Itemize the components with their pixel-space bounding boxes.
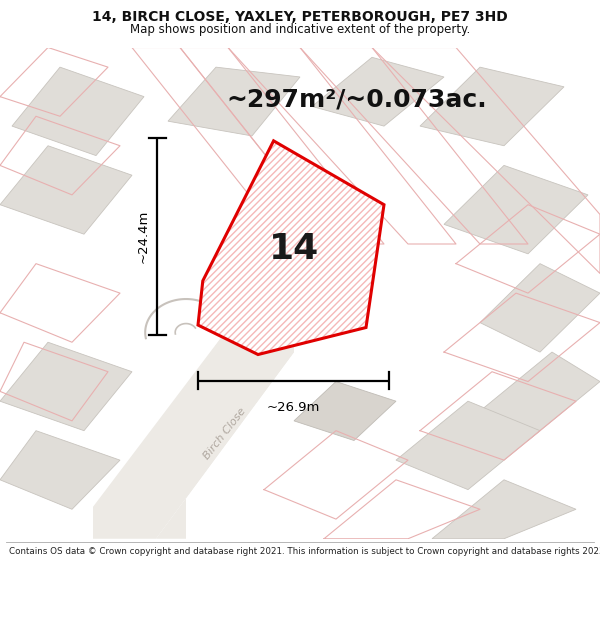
Text: Map shows position and indicative extent of the property.: Map shows position and indicative extent… — [130, 22, 470, 36]
Text: Birch Close: Birch Close — [202, 406, 248, 461]
Polygon shape — [444, 166, 588, 254]
Polygon shape — [432, 480, 576, 539]
Polygon shape — [0, 342, 132, 431]
Text: ~24.4m: ~24.4m — [136, 210, 149, 263]
Polygon shape — [294, 381, 396, 441]
Polygon shape — [0, 146, 132, 234]
Polygon shape — [480, 264, 600, 352]
Text: ~297m²/~0.073ac.: ~297m²/~0.073ac. — [227, 87, 487, 111]
Text: Contains OS data © Crown copyright and database right 2021. This information is : Contains OS data © Crown copyright and d… — [9, 546, 600, 556]
Text: ~26.9m: ~26.9m — [267, 401, 320, 414]
Text: 14: 14 — [269, 232, 319, 266]
Polygon shape — [156, 332, 294, 539]
Polygon shape — [396, 401, 540, 489]
Polygon shape — [168, 67, 300, 136]
Polygon shape — [12, 67, 144, 156]
Text: 14, BIRCH CLOSE, YAXLEY, PETERBOROUGH, PE7 3HD: 14, BIRCH CLOSE, YAXLEY, PETERBOROUGH, P… — [92, 11, 508, 24]
Polygon shape — [420, 67, 564, 146]
Polygon shape — [240, 251, 342, 311]
Polygon shape — [480, 352, 600, 441]
Polygon shape — [0, 431, 120, 509]
Polygon shape — [198, 141, 384, 354]
Polygon shape — [93, 332, 294, 539]
Polygon shape — [312, 58, 444, 126]
